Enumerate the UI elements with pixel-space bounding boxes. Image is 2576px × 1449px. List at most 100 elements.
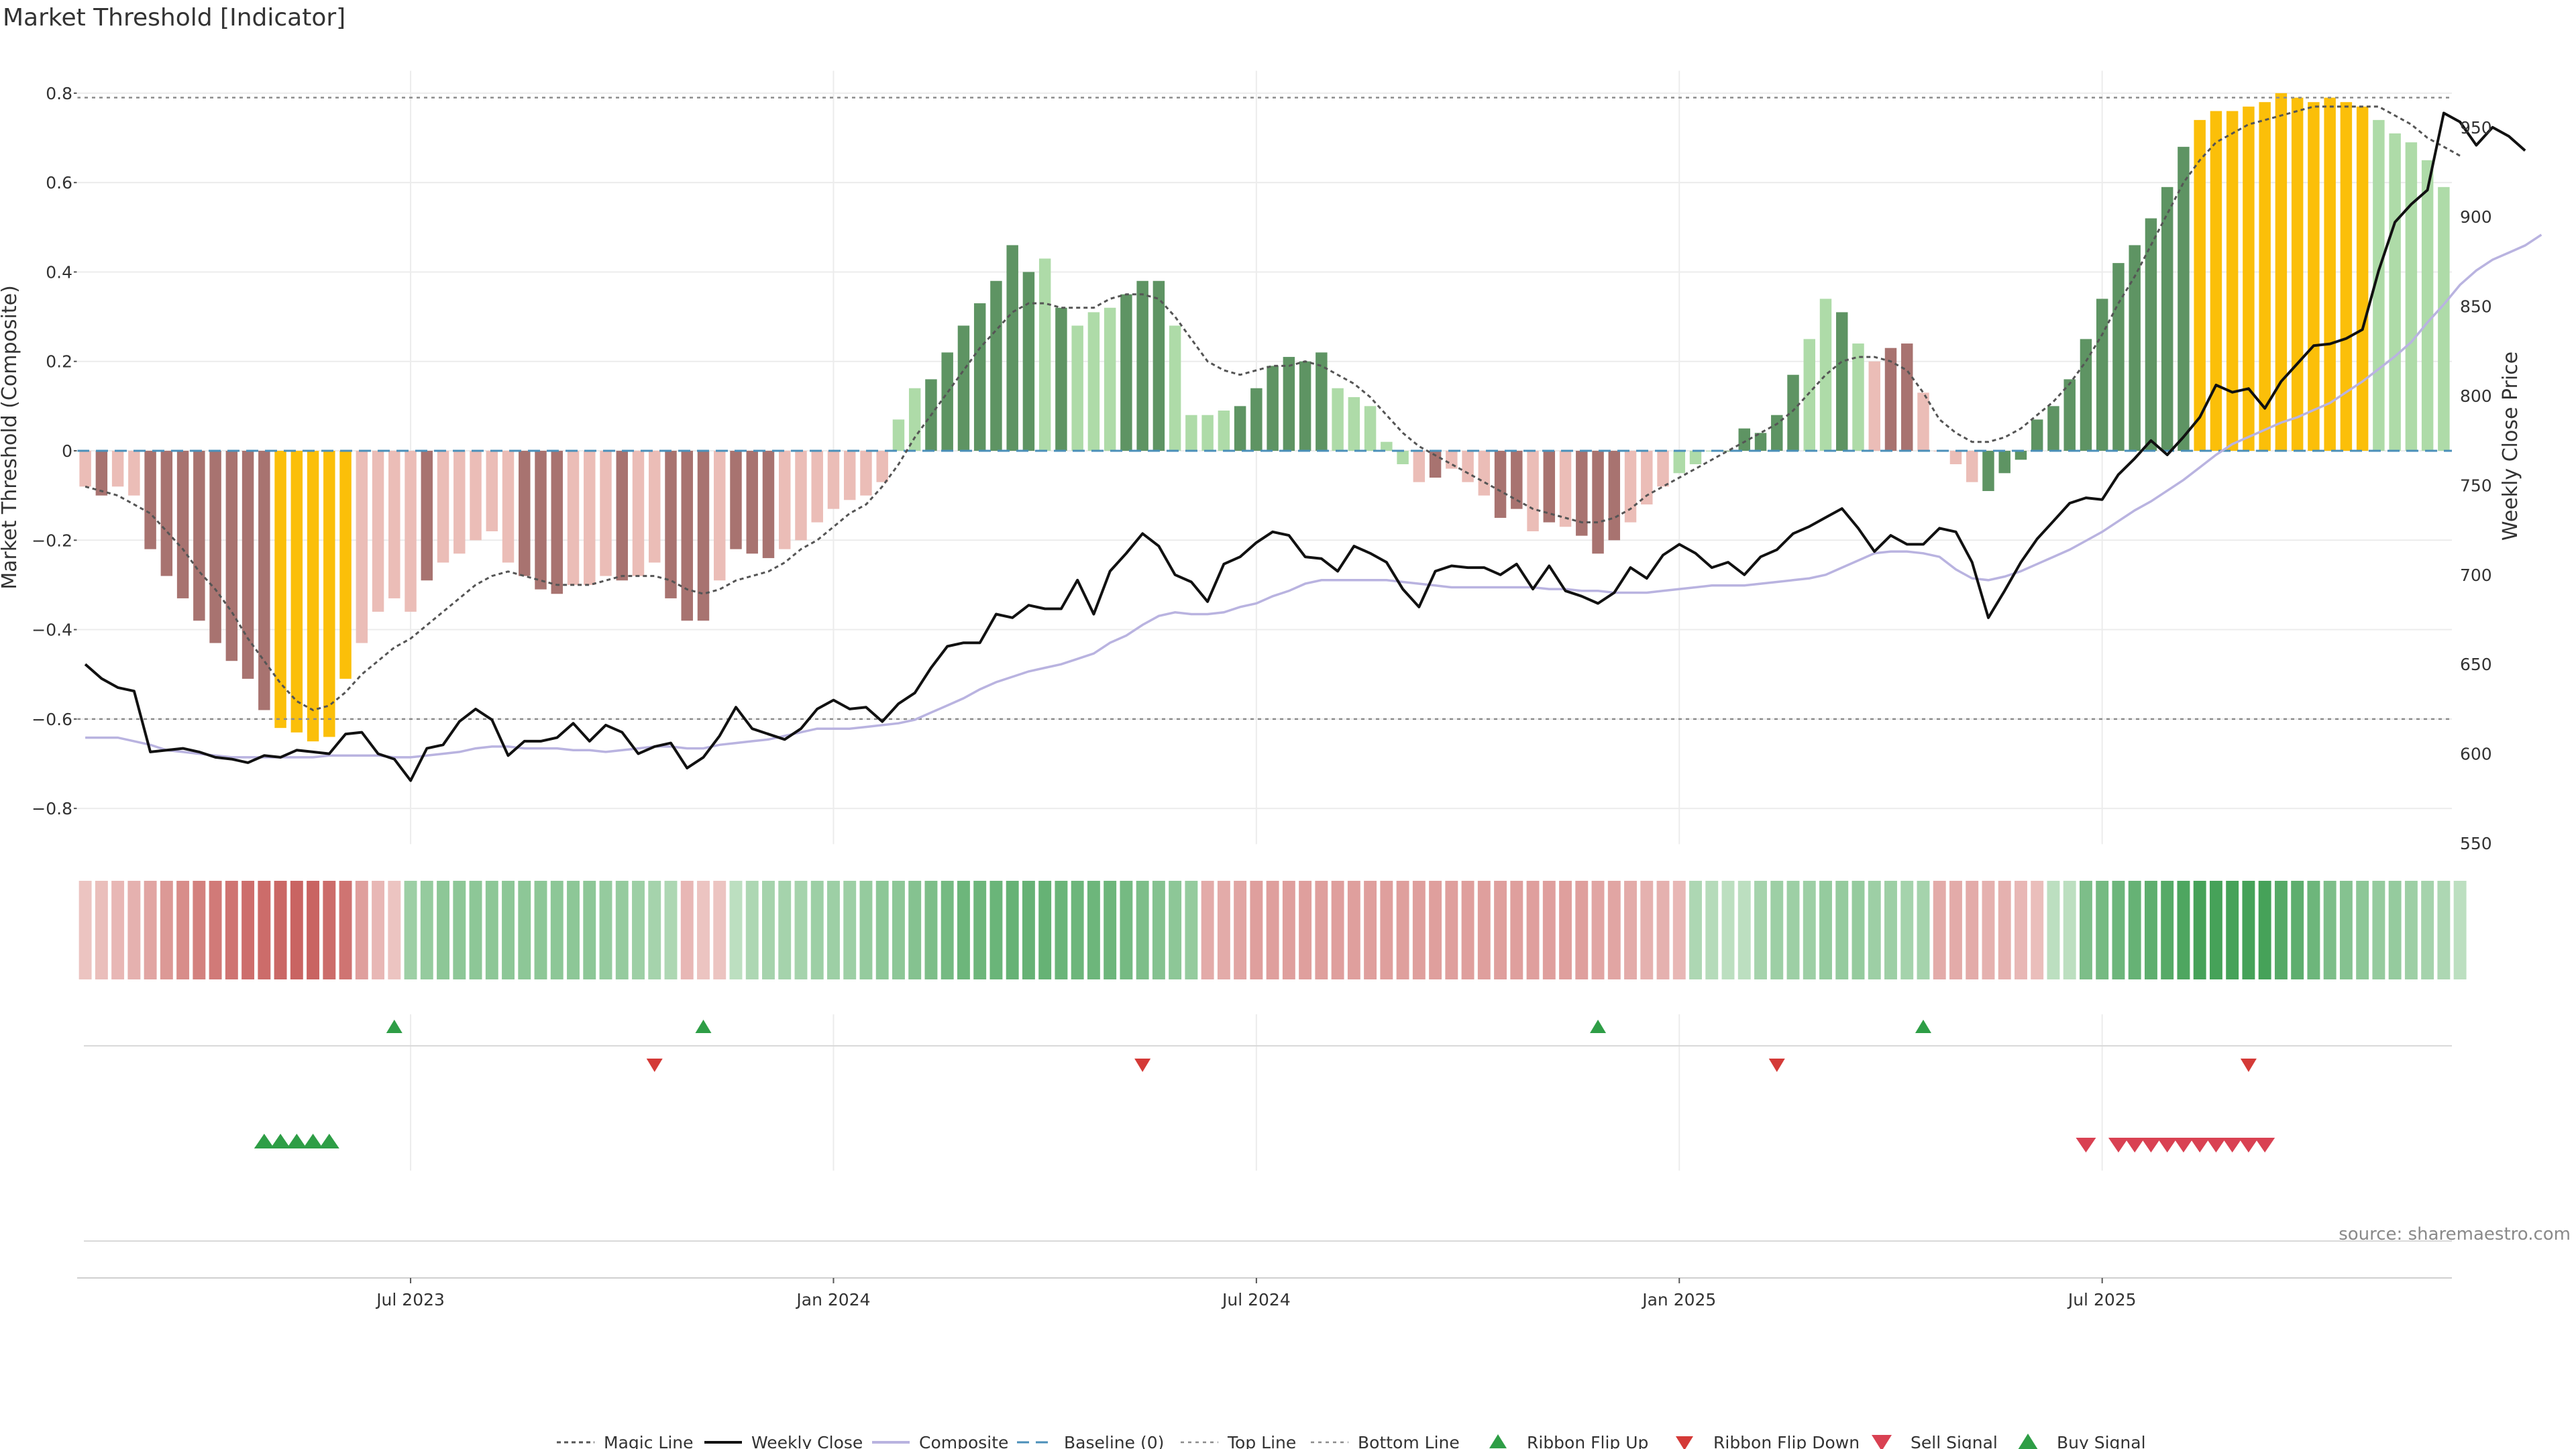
ribbon-cell [534, 881, 547, 979]
buy-signal-marker [319, 1134, 339, 1148]
ribbon-cell [1087, 881, 1100, 979]
composite-bar [356, 451, 368, 643]
ribbon-cell [453, 881, 466, 979]
ribbon-cell [2421, 881, 2434, 979]
composite-bar [2421, 160, 2434, 451]
composite-bar [714, 451, 726, 581]
right-tick-label: 750 [2460, 476, 2492, 495]
sell-signal-marker [2076, 1138, 2096, 1152]
composite-bar [1543, 451, 1556, 523]
composite-bar [1250, 388, 1263, 451]
ribbon-cell [1071, 881, 1084, 979]
composite-bar [2161, 186, 2174, 451]
ribbon-cell [1266, 881, 1279, 979]
composite-bar [1624, 451, 1637, 523]
composite-bar [2405, 142, 2418, 451]
left-tick-label: 0.2 [46, 352, 72, 372]
composite-bar [1104, 307, 1116, 451]
left-tick-label: 0 [62, 441, 72, 461]
ribbon-cell [713, 881, 727, 979]
legend-label: Bottom Line [1358, 1433, 1460, 1449]
series-lines [84, 105, 2542, 782]
left-tick-label: 0.4 [46, 262, 72, 282]
composite-bar [323, 451, 335, 737]
chart-title: Market Threshold [Indicator] [3, 4, 345, 32]
composite-bar [339, 451, 352, 679]
ribbon-cell [518, 881, 531, 979]
ribbon-cell [1982, 881, 1995, 979]
composite-bar [762, 451, 775, 558]
composite-bar [1267, 366, 1279, 451]
ribbon-cell [1624, 881, 1638, 979]
composite-bar [1087, 312, 1100, 451]
composite-bar [1738, 428, 1751, 451]
legend-label: Top Line [1227, 1433, 1296, 1449]
ribbon-cell [1819, 881, 1832, 979]
ribbon-cell [258, 881, 271, 979]
ribbon-cell [420, 881, 433, 979]
ribbon-cell [1299, 881, 1312, 979]
ribbon-cell [1152, 881, 1165, 979]
legend-swatch [1872, 1435, 1892, 1449]
composite-bar [811, 451, 823, 523]
legend-item-magic: Magic Line [557, 1433, 694, 1449]
composite-bar [2308, 102, 2320, 451]
ribbon-cell [2128, 881, 2141, 979]
composite-bar [1966, 451, 1978, 482]
sell-signal-marker [2238, 1138, 2259, 1152]
composite-bar [1982, 451, 1994, 491]
ribbon-cell [1364, 881, 1377, 979]
composite-bar [1348, 397, 1360, 451]
ribbon-cell [241, 881, 255, 979]
composite-bar [1478, 451, 1491, 496]
ribbon-cell [1884, 881, 1897, 979]
composite-bar [1998, 451, 2010, 474]
composite-bar [290, 451, 303, 733]
composite-bar [795, 451, 807, 541]
ribbon-cell [2177, 881, 2190, 979]
composite-bar [2096, 299, 2108, 451]
composite-bar [2047, 406, 2059, 451]
x-tick-label: Jan 2025 [1641, 1290, 1716, 1309]
ribbon-cell [2047, 881, 2060, 979]
legend-label: Magic Line [604, 1433, 694, 1449]
buy-signal-marker [303, 1134, 323, 1148]
ribbon-cell [95, 881, 108, 979]
legend-item-bottom: Bottom Line [1311, 1433, 1460, 1449]
composite-bar [1511, 451, 1523, 509]
legend-swatch [1676, 1436, 1693, 1449]
ribbon-cell [908, 881, 922, 979]
composite-bar [2063, 379, 2076, 451]
ribbon-cell [2193, 881, 2206, 979]
ribbon-cell [1380, 881, 1393, 979]
ribbon-cell [1721, 881, 1735, 979]
composite-bar [144, 451, 156, 549]
ribbon-cell [1412, 881, 1426, 979]
ribbon-cell [2079, 881, 2092, 979]
composite-bar [1771, 415, 1783, 451]
ribbon-cell [372, 881, 385, 979]
ribbon-cell [111, 881, 125, 979]
composite-bar [1527, 451, 1539, 531]
composite-bar [1299, 361, 1311, 451]
ribbon-cell [2112, 881, 2125, 979]
ribbon-cell [274, 881, 287, 979]
legend-item-top: Top Line [1181, 1433, 1296, 1449]
composite-bar [2080, 339, 2092, 451]
composite-bar [1446, 451, 1458, 469]
composite-bar [1006, 245, 1018, 451]
ribbon-cell [810, 881, 824, 979]
composite-bar [388, 451, 400, 598]
ribbon-cell [1510, 881, 1523, 979]
composite-bar [241, 451, 254, 679]
right-tick-label: 950 [2460, 118, 2492, 138]
ribbon-cell [2031, 881, 2044, 979]
right-tick-label: 850 [2460, 297, 2492, 317]
ribbon-cell [1217, 881, 1230, 979]
ribbon-cell [1234, 881, 1247, 979]
ribbon-cell [1120, 881, 1133, 979]
left-tick-label: 0.8 [46, 84, 72, 103]
ribbon-cell [160, 881, 173, 979]
composite-bar [697, 451, 710, 621]
ribbon-cell [502, 881, 515, 979]
